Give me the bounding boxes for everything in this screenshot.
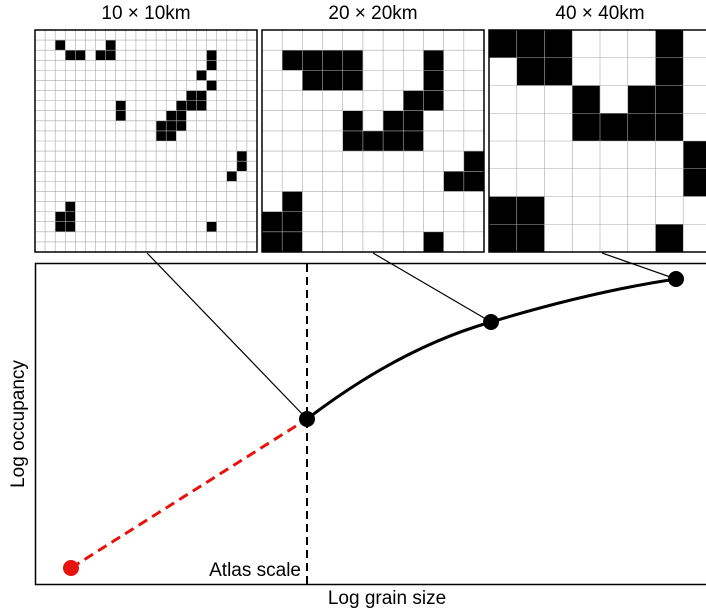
cell bbox=[227, 171, 237, 181]
cell bbox=[517, 58, 545, 86]
cell bbox=[166, 111, 176, 121]
cell bbox=[628, 86, 656, 114]
cell bbox=[656, 86, 684, 114]
cell bbox=[464, 171, 484, 191]
cell bbox=[166, 131, 176, 141]
cell bbox=[323, 50, 343, 70]
cell bbox=[517, 224, 545, 252]
cell bbox=[683, 169, 706, 197]
cell bbox=[166, 121, 176, 131]
connector bbox=[602, 253, 676, 279]
y-label: Log occupancy bbox=[8, 360, 29, 488]
cell bbox=[545, 30, 573, 58]
cell bbox=[282, 191, 302, 211]
point bbox=[483, 314, 499, 330]
cell bbox=[262, 232, 282, 252]
cell bbox=[489, 197, 517, 225]
cell bbox=[302, 50, 322, 70]
cell bbox=[489, 224, 517, 252]
cell bbox=[383, 131, 403, 151]
cell bbox=[282, 212, 302, 232]
cell bbox=[196, 101, 206, 111]
cell bbox=[156, 131, 166, 141]
cell bbox=[55, 222, 65, 232]
cell bbox=[600, 113, 628, 141]
cell bbox=[403, 91, 423, 111]
cell bbox=[423, 70, 443, 90]
cell bbox=[363, 131, 383, 151]
cell bbox=[302, 70, 322, 90]
point bbox=[299, 411, 315, 427]
cell bbox=[383, 111, 403, 131]
cell bbox=[65, 212, 75, 222]
cell bbox=[106, 40, 116, 50]
cell bbox=[343, 131, 363, 151]
cell bbox=[423, 232, 443, 252]
cell bbox=[207, 80, 217, 90]
cell bbox=[444, 171, 464, 191]
curve bbox=[307, 279, 676, 419]
cell bbox=[628, 113, 656, 141]
cell bbox=[282, 50, 302, 70]
cell bbox=[55, 40, 65, 50]
cell bbox=[403, 111, 423, 131]
plot-frame bbox=[36, 264, 706, 585]
cell bbox=[403, 131, 423, 151]
cell bbox=[545, 58, 573, 86]
connector bbox=[147, 253, 307, 419]
panel-title: 10 × 10km bbox=[101, 3, 190, 24]
cell bbox=[343, 111, 363, 131]
cell bbox=[176, 101, 186, 111]
cell bbox=[116, 101, 126, 111]
grids bbox=[35, 30, 706, 252]
cell bbox=[343, 70, 363, 90]
panel-title: 40 × 40km bbox=[555, 3, 644, 24]
annotation: Atlas scale bbox=[209, 560, 301, 581]
panel-title: 20 × 20km bbox=[328, 3, 417, 24]
cell bbox=[65, 50, 75, 60]
cell bbox=[343, 50, 363, 70]
cell bbox=[75, 50, 85, 60]
cell bbox=[196, 70, 206, 80]
cell bbox=[207, 60, 217, 70]
cell bbox=[517, 30, 545, 58]
cell bbox=[116, 111, 126, 121]
cell bbox=[106, 50, 116, 60]
cell bbox=[65, 222, 75, 232]
cell bbox=[207, 222, 217, 232]
cell bbox=[423, 50, 443, 70]
cell bbox=[656, 113, 684, 141]
cell bbox=[156, 121, 166, 131]
cell bbox=[176, 121, 186, 131]
cell bbox=[656, 58, 684, 86]
cell bbox=[237, 161, 247, 171]
cell bbox=[572, 86, 600, 114]
cell bbox=[489, 30, 517, 58]
cell bbox=[176, 111, 186, 121]
extrapolation bbox=[71, 419, 307, 568]
cell bbox=[65, 202, 75, 212]
cell bbox=[464, 151, 484, 171]
cell bbox=[196, 91, 206, 101]
cell bbox=[656, 224, 684, 252]
cell bbox=[96, 50, 106, 60]
point bbox=[63, 560, 79, 576]
cell bbox=[683, 141, 706, 169]
cell bbox=[282, 232, 302, 252]
cell bbox=[323, 70, 343, 90]
cell bbox=[186, 101, 196, 111]
cell bbox=[262, 212, 282, 232]
x-label: Log grain size bbox=[328, 588, 446, 609]
cell bbox=[517, 197, 545, 225]
cell bbox=[207, 50, 217, 60]
cell bbox=[186, 91, 196, 101]
cell bbox=[423, 91, 443, 111]
point bbox=[668, 271, 684, 287]
cell bbox=[237, 151, 247, 161]
cell bbox=[656, 30, 684, 58]
cell bbox=[572, 113, 600, 141]
cell bbox=[55, 212, 65, 222]
